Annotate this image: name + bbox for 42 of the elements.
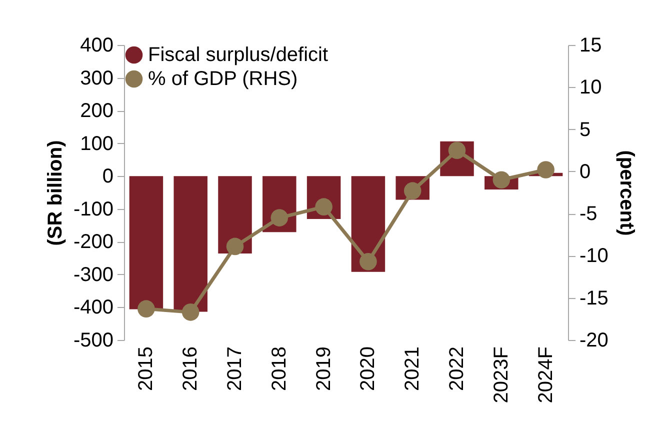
- y2-tick-label: -10: [580, 245, 608, 268]
- y-tick-label: 400: [80, 34, 114, 56]
- x-tick-label: 2024F: [534, 346, 557, 404]
- x-tick-label: 2023F: [490, 346, 512, 404]
- y-tick-label: -500: [73, 330, 114, 352]
- point: [226, 238, 244, 256]
- bar: [174, 176, 208, 312]
- point: [492, 171, 510, 188]
- point: [360, 252, 377, 270]
- y-tick-label: 300: [80, 67, 114, 90]
- y2-tick-label: 0: [580, 160, 591, 183]
- x-tick-label: 2015: [135, 346, 158, 391]
- x-tick-label: 2022: [446, 346, 468, 391]
- y-tick-label: -100: [73, 198, 114, 220]
- legend-label: % of GDP (RHS): [148, 68, 298, 90]
- point: [315, 198, 332, 216]
- point: [182, 304, 200, 321]
- y-axis-title: (SR billion): [44, 140, 66, 246]
- y2-axis-title: (percent): [615, 150, 638, 236]
- point: [537, 161, 554, 178]
- y2-tick-label: -15: [580, 287, 608, 310]
- x-tick-label: 2020: [357, 346, 380, 391]
- legend-label: Fiscal surplus/deficit: [148, 44, 328, 66]
- y-tick-label: -300: [73, 264, 114, 286]
- bar: [129, 176, 164, 310]
- y-tick-label: 0: [102, 166, 114, 188]
- point: [138, 300, 155, 318]
- x-tick-label: 2017: [224, 346, 246, 391]
- y2-tick-label: 5: [580, 118, 591, 141]
- y2-tick-label: 10: [580, 76, 602, 99]
- y-tick-label: -400: [73, 296, 114, 319]
- y-tick-label: 100: [80, 132, 114, 155]
- x-tick-label: 2016: [180, 346, 202, 391]
- y-tick-label: -200: [73, 231, 114, 254]
- x-tick-label: 2021: [402, 346, 424, 391]
- y2-tick-label: -20: [580, 330, 608, 352]
- y-tick-label: 200: [80, 100, 114, 122]
- x-tick-label: 2018: [268, 346, 290, 391]
- x-tick-label: 2019: [312, 346, 335, 391]
- y2-tick-label: 15: [580, 34, 602, 56]
- point: [270, 209, 288, 226]
- y2-tick-label: -5: [580, 203, 598, 226]
